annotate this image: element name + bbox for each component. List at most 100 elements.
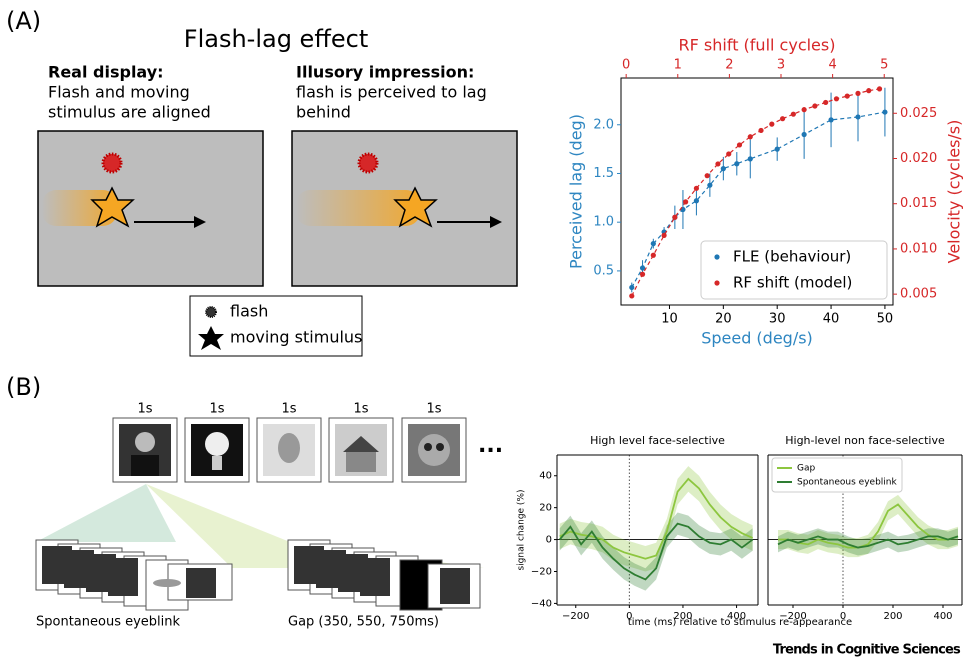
y2-tick-label: 0.025 (900, 106, 937, 121)
y-axis-label: signal change (%) (517, 489, 527, 570)
stimulus-panel (37, 130, 264, 287)
x-axis-label: Speed (deg/s) (701, 329, 813, 348)
legend-label: Gap (797, 464, 815, 474)
point (734, 161, 740, 167)
x-axis-label: time (ms) relative to stimulus re-appear… (628, 617, 852, 628)
x-tick-label: 0 (840, 611, 846, 622)
x-tick-label: 200 (673, 611, 692, 622)
x-tick-label: 20 (715, 312, 732, 327)
panel-label: (B) (6, 373, 41, 401)
duration: 1s (426, 402, 441, 417)
x-tick-label: 0 (626, 611, 632, 622)
point (779, 116, 786, 122)
y-tick-label: 1.5 (593, 166, 614, 181)
x-tick-label: 200 (883, 611, 902, 622)
point (650, 241, 656, 247)
y-tick-label: 40 (539, 471, 552, 482)
heading: Real display: (48, 63, 164, 82)
fit-line (631, 111, 886, 288)
confidence-band (778, 528, 958, 556)
x2-tick-label: 2 (725, 58, 733, 73)
x-tick-label: 40 (823, 312, 840, 327)
legend-label: RF shift (model) (733, 274, 852, 292)
x2-axis-label: RF shift (full cycles) (679, 36, 836, 55)
heading: Illusory impression: (296, 63, 474, 82)
point (833, 96, 840, 102)
point (855, 114, 861, 120)
point (639, 265, 646, 271)
y-tick-label: −20 (531, 566, 552, 577)
text: Flash and moving (48, 83, 190, 102)
legend-label: Spontaneous eyeblink (797, 478, 898, 488)
legend-label: flash (230, 302, 268, 321)
image-sequence (35, 417, 484, 611)
y-tick-label: 1.0 (593, 215, 614, 230)
panel-title: Flash-lag effect (184, 25, 368, 53)
x2-tick-label: 1 (674, 58, 682, 73)
point (704, 173, 710, 179)
point (683, 199, 689, 205)
x2-tick-label: 4 (828, 58, 836, 73)
point (866, 88, 872, 94)
point (693, 185, 700, 191)
panel-label: (A) (6, 7, 41, 35)
point (876, 86, 883, 92)
line (559, 477, 754, 560)
point (844, 93, 850, 99)
y2-axis-label: Velocity (cycles/s) (945, 120, 964, 264)
confidence-band (559, 512, 753, 591)
y-tick-label: 2.0 (593, 117, 614, 132)
point (693, 198, 700, 204)
chart-title: High level face-selective (590, 434, 725, 447)
line (558, 522, 754, 581)
plot-frame (620, 77, 894, 306)
point (639, 271, 646, 277)
point (769, 121, 775, 127)
point (720, 166, 726, 172)
y-tick-label: 0 (546, 535, 552, 546)
x-tick-label: 400 (933, 611, 952, 622)
y2-tick-label: 0.015 (900, 196, 937, 211)
y-axis-label: Perceived lag (deg) (567, 114, 586, 269)
y2-tick-label: 0.020 (900, 151, 937, 166)
chart-title: High-level non face-selective (785, 434, 945, 447)
legend-label: FLE (behaviour) (733, 248, 851, 266)
point (758, 127, 764, 134)
y2-tick-label: 0.005 (900, 287, 937, 302)
point (882, 109, 888, 115)
point (823, 99, 829, 106)
duration: 1s (209, 402, 224, 417)
stimulus-panel (291, 130, 518, 287)
legend-marker (714, 280, 720, 286)
point (707, 182, 713, 188)
x-tick-label: 50 (877, 312, 894, 327)
point (650, 252, 656, 258)
line (778, 503, 959, 549)
point (661, 232, 667, 238)
legend: flash moving stimulus (189, 295, 363, 357)
point (715, 161, 721, 167)
point (672, 214, 678, 220)
y-tick-label: 0.5 (593, 263, 614, 278)
point (828, 117, 834, 123)
y-tick-label: −40 (531, 598, 552, 609)
duration: 1s (137, 402, 152, 417)
duration: 1s (353, 402, 368, 417)
point (629, 284, 635, 291)
point (747, 134, 753, 140)
caption: Spontaneous eyeblink (36, 615, 181, 630)
legend-label: moving stimulus (230, 328, 362, 347)
text: stimulus are aligned (48, 103, 211, 122)
footer: Trends in Cognitive Sciences (773, 643, 961, 658)
confidence-band (559, 466, 753, 572)
y2-tick-label: 0.010 (900, 241, 937, 256)
legend-marker (714, 254, 720, 260)
x2-tick-label: 5 (880, 58, 888, 73)
text: behind (296, 103, 351, 122)
x-tick-label: −200 (562, 611, 589, 622)
point (790, 111, 796, 117)
x-tick-label: 400 (727, 611, 746, 622)
ellipsis: ... (478, 433, 503, 458)
point (801, 131, 807, 138)
